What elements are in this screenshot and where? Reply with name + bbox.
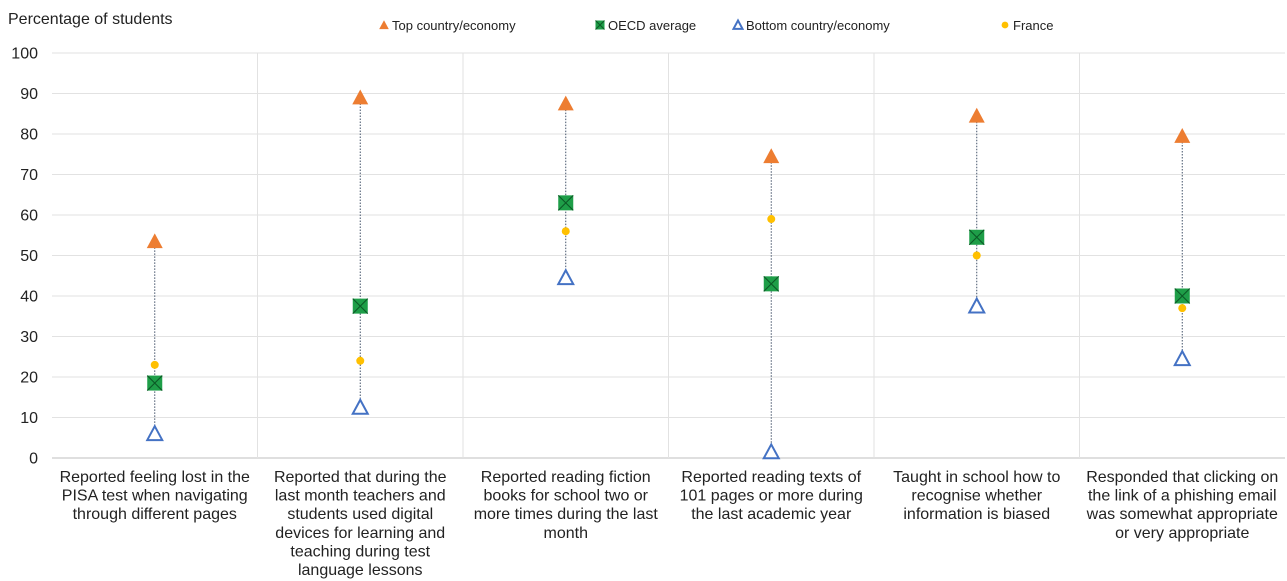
y-tick-label: 10 <box>20 410 38 427</box>
marker-oecd-average-cross <box>557 194 574 211</box>
x-category-label: Reported reading texts of 101 pages or mo… <box>680 469 863 523</box>
legend-item-france: France <box>1001 18 1053 33</box>
legend: Top country/economy OECD average Bottom co… <box>379 18 1053 33</box>
marker-oecd-average-cross <box>1174 288 1191 304</box>
x-category-label: Reported feeling lost in the PISA test wh… <box>60 469 250 523</box>
x-category-label: Responded that clicking on the link of a … <box>1086 469 1279 542</box>
legend-item-top-country-economy: Top country/economy <box>379 18 516 33</box>
marker-top-country-economy <box>352 89 369 105</box>
x-category-label-line: information is biased <box>903 506 1050 523</box>
marker-france <box>1178 304 1187 313</box>
x-category-label-line: through different pages <box>73 506 237 523</box>
marker-bottom-country-economy <box>145 424 164 442</box>
marker-bottom-country-economy <box>1173 349 1192 367</box>
x-category-label-line: the last academic year <box>691 506 852 523</box>
marker-france <box>561 227 570 236</box>
marker-oecd-average-cross <box>968 229 985 246</box>
x-category-label-line: 101 pages or more during <box>680 488 863 505</box>
marker-top-country-economy <box>557 95 574 111</box>
marker-oecd-average <box>352 298 369 315</box>
marker-oecd-average <box>146 375 163 391</box>
y-tick-label: 70 <box>20 167 38 184</box>
y-tick-label: 40 <box>20 289 38 306</box>
marker-oecd-average-cross <box>763 275 780 292</box>
x-category-label-line: PISA test when navigating <box>62 488 248 505</box>
category-dividers <box>257 53 1080 458</box>
x-category-label-line: last month teachers and <box>275 488 446 505</box>
x-category-label-line: recognise whether <box>911 488 1042 505</box>
legend-item-bottom-country-economy: Bottom country/economy <box>731 18 890 33</box>
x-category-label: Reported reading fiction books for school… <box>474 469 659 542</box>
x-category-label-line: more times during the last <box>474 506 659 523</box>
legend-item-oecd-average: OECD average <box>595 18 696 33</box>
y-tick-label: 0 <box>29 451 38 468</box>
marker-france <box>356 356 365 365</box>
legend-label: OECD average <box>608 18 696 33</box>
marker-bottom-country-economy <box>351 397 370 415</box>
legend-label: Top country/economy <box>392 18 516 33</box>
legend-marker-bottom-country-economy <box>731 18 745 30</box>
x-category-label-line: Reported feeling lost in the <box>60 469 250 486</box>
x-category-label-line: Reported reading texts of <box>681 469 861 486</box>
legend-label: France <box>1013 18 1053 33</box>
x-axis-labels: Reported feeling lost in the PISA test wh… <box>60 469 1279 579</box>
y-axis-title: Percentage of students <box>8 11 173 28</box>
marker-top-country-economy <box>763 148 780 164</box>
marker-oecd-average <box>968 229 985 246</box>
marker-oecd-average-cross <box>352 298 369 315</box>
y-tick-label: 100 <box>11 46 38 63</box>
legend-label: Bottom country/economy <box>746 18 890 33</box>
y-axis-ticks: 0 10 20 30 40 50 60 70 80 90 100 <box>11 46 38 468</box>
marker-oecd-average <box>557 194 574 211</box>
x-category-label-line: Responded that clicking on <box>1086 469 1278 486</box>
marker-top-country-economy <box>1174 128 1191 143</box>
y-tick-label: 50 <box>20 248 38 265</box>
marker-bottom-country-economy <box>762 442 781 460</box>
marker-oecd-average-cross <box>146 375 163 391</box>
y-tick-label: 60 <box>20 208 38 225</box>
marker-bottom-country-economy <box>556 268 575 286</box>
x-category-label-line: month <box>544 525 588 542</box>
marker-bottom-country-economy <box>967 296 986 314</box>
legend-marker-oecd-average-cross <box>595 20 605 30</box>
y-tick-label: 80 <box>20 127 38 144</box>
marker-top-country-economy <box>968 107 985 123</box>
x-category-label: Taught in school how to recognise whether… <box>893 469 1060 523</box>
x-category-label-line: Reported reading fiction <box>481 469 651 486</box>
x-category-label: Reported that during the last month teach… <box>274 469 447 579</box>
legend-marker-oecd-average <box>595 20 605 30</box>
x-category-label-line: was somewhat appropriate <box>1086 506 1278 523</box>
x-category-label-line: books for school two or <box>483 488 648 505</box>
marker-top-country-economy <box>146 233 163 249</box>
x-category-label-line: Taught in school how to <box>893 469 1060 486</box>
marker-france <box>767 215 776 224</box>
data-marks <box>145 89 1192 460</box>
marker-france <box>972 251 981 260</box>
y-tick-label: 90 <box>20 86 38 103</box>
y-tick-label: 30 <box>20 329 38 346</box>
x-category-label-line: Reported that during the <box>274 469 447 486</box>
x-category-label-line: the link of a phishing email <box>1088 488 1277 505</box>
marker-oecd-average <box>1174 288 1191 304</box>
x-category-label-line: students used digital <box>287 506 433 523</box>
marker-oecd-average <box>763 275 780 292</box>
legend-marker-france <box>1001 21 1009 29</box>
range-lines <box>154 97 1183 452</box>
y-tick-label: 20 <box>20 370 38 387</box>
x-category-label-line: devices for learning and <box>275 525 445 542</box>
marker-france <box>150 360 159 369</box>
legend-marker-top-country-economy <box>379 20 389 30</box>
x-category-label-line: teaching during test <box>290 543 430 560</box>
x-category-label-line: language lessons <box>298 562 423 579</box>
x-category-label-line: or very appropriate <box>1115 525 1249 542</box>
